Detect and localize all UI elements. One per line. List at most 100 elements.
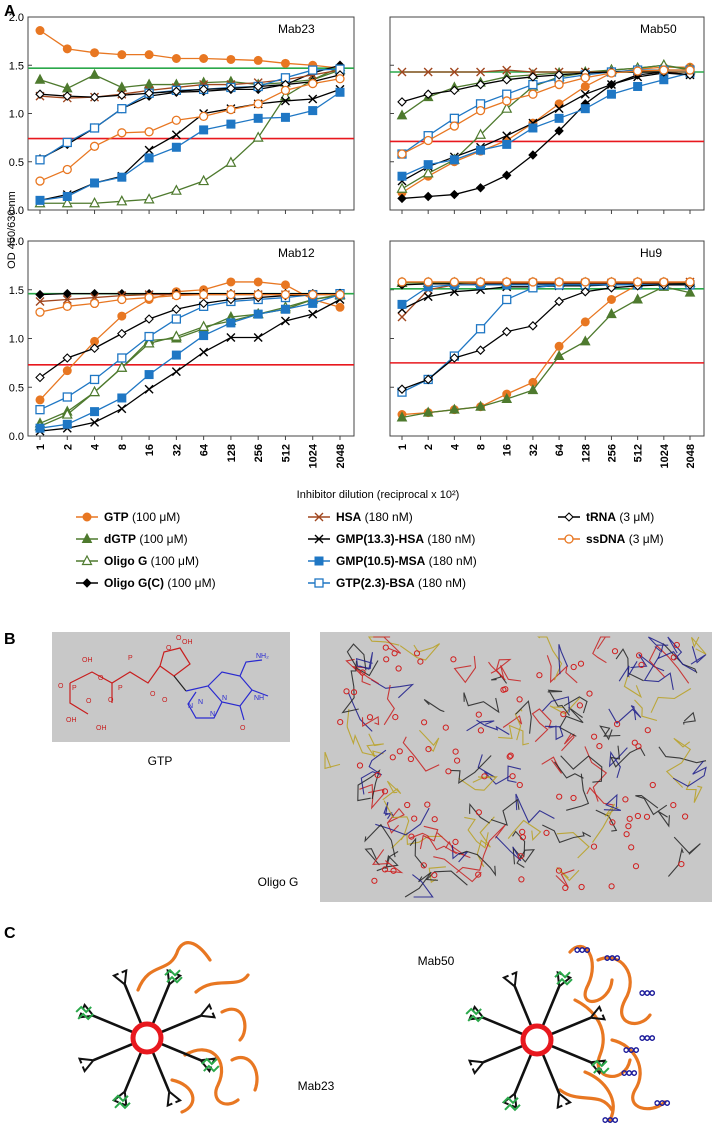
x-tick-label: 1 — [397, 444, 409, 450]
x-tick-label: 256 — [606, 444, 618, 462]
cytosine-tag — [574, 947, 591, 953]
bond — [512, 830, 526, 858]
data-point — [226, 289, 236, 300]
antibody-fab — [200, 1012, 217, 1019]
series-gtp-2-3-bsa — [397, 65, 695, 159]
data-point — [308, 78, 318, 89]
oxygen-atom — [374, 772, 381, 779]
series-line — [401, 286, 691, 419]
series-line — [39, 88, 341, 201]
bond — [592, 636, 611, 664]
data-point — [90, 48, 100, 58]
oxygen-atom — [614, 721, 621, 728]
oligo-strand — [568, 944, 614, 1003]
data-point — [422, 406, 434, 417]
bond — [173, 675, 187, 692]
data-point — [606, 80, 616, 90]
data-point — [198, 174, 210, 186]
data-point — [580, 286, 591, 297]
atom-label: O — [150, 691, 156, 698]
oligo-strand — [220, 1007, 247, 1042]
data-point — [397, 384, 407, 394]
data-point — [528, 277, 538, 287]
data-point — [198, 320, 210, 331]
series-line — [39, 294, 341, 429]
atom-label: O — [86, 698, 92, 705]
series-line — [401, 66, 690, 194]
bond — [364, 823, 396, 858]
data-point — [62, 392, 72, 402]
data-point — [308, 94, 318, 104]
data-point — [35, 195, 45, 205]
oxygen-atom — [631, 739, 638, 746]
oxygen-atom — [644, 727, 651, 734]
binding-site — [591, 1059, 610, 1075]
series-gtp-2-3-bsa — [35, 288, 345, 415]
data-point — [89, 123, 100, 133]
x-tick-label: 32 — [528, 444, 540, 456]
bond — [451, 845, 469, 863]
oxygen-atom — [425, 746, 432, 753]
legend-item: HSA (180 nM) — [308, 510, 413, 524]
antibody-fab — [471, 1061, 485, 1076]
series-trna — [397, 280, 695, 394]
data-point — [397, 97, 407, 107]
legend-marker — [314, 534, 324, 544]
series-line — [39, 29, 341, 69]
data-point — [252, 131, 264, 142]
data-point — [280, 96, 290, 106]
data-point — [475, 128, 487, 139]
bond — [419, 825, 439, 850]
series-line — [401, 283, 690, 416]
oxygen-atom — [431, 816, 438, 823]
data-point — [117, 353, 127, 363]
antibody-model-mab23 — [75, 941, 259, 1114]
data-point — [580, 317, 590, 327]
bond — [357, 769, 381, 802]
binding-site — [465, 1007, 484, 1023]
data-point — [335, 87, 345, 97]
data-point — [449, 67, 459, 77]
bond — [599, 725, 621, 741]
oxygen-atom — [536, 672, 543, 679]
antibody-fab — [511, 970, 518, 987]
data-point — [553, 349, 565, 361]
antibody-fab — [556, 1093, 563, 1110]
oxygen-atom — [420, 862, 427, 869]
data-point — [117, 328, 127, 339]
bond — [69, 683, 89, 715]
bond — [375, 807, 430, 836]
data-point — [308, 65, 318, 75]
oxygen-atom — [442, 724, 449, 731]
bond — [608, 705, 642, 725]
data-point — [62, 164, 72, 175]
data-point — [171, 350, 181, 360]
data-point — [117, 294, 127, 305]
y-tick-label: 1.5 — [9, 60, 24, 72]
antibody-fab — [81, 1059, 95, 1074]
binding-site — [554, 970, 573, 986]
oxygen-atom — [392, 714, 399, 721]
bond — [648, 644, 690, 684]
chart-title: Hu9 — [640, 246, 662, 260]
series-line — [39, 293, 340, 313]
data-point — [143, 337, 155, 348]
data-point — [90, 178, 100, 188]
data-point — [198, 84, 209, 95]
y-tick-label: 1.5 — [9, 285, 24, 297]
data-point — [397, 67, 407, 77]
data-point — [144, 331, 154, 342]
atom-label: N — [222, 695, 227, 702]
legend-label: Oligo G(C) (100 μM) — [104, 576, 216, 590]
y-tick-label: 2.0 — [9, 236, 24, 248]
data-point — [198, 111, 209, 122]
legend-item: GMP(13.3)-HSA (180 nM) — [308, 532, 475, 546]
atom-label: O — [58, 683, 64, 690]
data-point — [422, 167, 434, 178]
bond — [355, 652, 374, 670]
series-oligo-g-c — [35, 60, 345, 164]
bond — [672, 760, 707, 787]
bond — [458, 850, 497, 877]
data-point — [62, 288, 72, 299]
data-point — [632, 277, 643, 287]
